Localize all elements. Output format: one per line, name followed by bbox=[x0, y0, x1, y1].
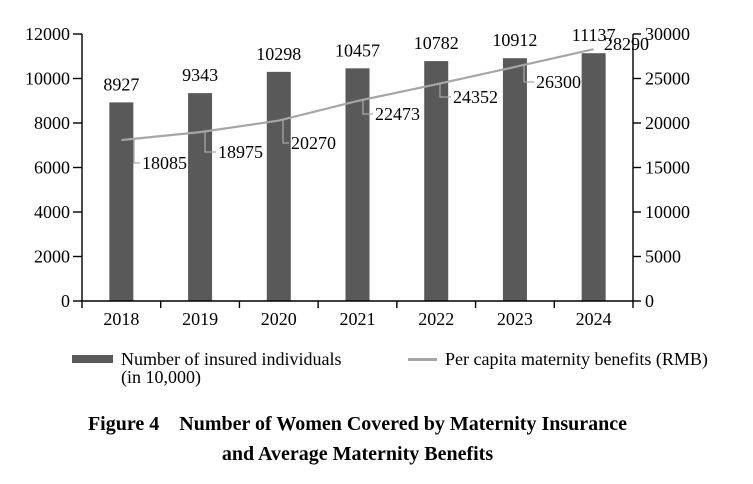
x-axis-label-2019: 2019 bbox=[182, 309, 218, 329]
chart-legend: Number of insured individuals (in 10,000)… bbox=[0, 350, 753, 390]
line-value-label-2021: 22473 bbox=[375, 104, 420, 124]
line-series bbox=[121, 48, 594, 142]
leader-line-2021 bbox=[362, 99, 373, 115]
line-value-label-2023: 26300 bbox=[536, 72, 581, 92]
legend-label-insured-line2: (in 10,000) bbox=[121, 367, 201, 387]
right-axis-tick-label: 15000 bbox=[645, 158, 690, 178]
right-axis-tick-label: 0 bbox=[645, 291, 654, 311]
left-axis-tick-label: 8000 bbox=[34, 113, 70, 133]
bar-value-label-2020: 10298 bbox=[256, 44, 301, 64]
x-axis-label-2021: 2021 bbox=[340, 309, 376, 329]
bar-2021 bbox=[345, 68, 370, 301]
x-axis-label-2022: 2022 bbox=[418, 309, 454, 329]
legend-label-benefits: Per capita maternity benefits (RMB) bbox=[445, 349, 708, 369]
bar-2020 bbox=[266, 71, 291, 301]
bar-value-label-2022: 10782 bbox=[414, 33, 459, 53]
bar-value-label-2019: 9343 bbox=[182, 65, 218, 85]
x-axis-label-2020: 2020 bbox=[261, 309, 297, 329]
right-axis-tick-label: 10000 bbox=[645, 202, 690, 222]
line-series-swatch-icon bbox=[408, 358, 437, 361]
bar-2018 bbox=[109, 102, 134, 301]
line-value-label-2018: 18085 bbox=[142, 153, 187, 173]
line-value-label-2022: 24352 bbox=[453, 87, 498, 107]
bar-value-label-2021: 10457 bbox=[335, 40, 380, 60]
bar-series-swatch-icon bbox=[72, 355, 113, 363]
bar-2022 bbox=[424, 61, 449, 302]
figure-caption-line1: Figure 4 Number of Women Covered by Mater… bbox=[0, 409, 715, 439]
left-axis-tick-label: 0 bbox=[61, 291, 70, 311]
right-axis-tick-label: 5000 bbox=[645, 247, 681, 267]
figure-number: Figure 4 bbox=[87, 413, 160, 435]
left-axis-tick-label: 12000 bbox=[25, 24, 70, 44]
maternity-insurance-combo-chart: 8927 9343 10298 10457 10782 10912 11137 0 2000 40… bbox=[25, 24, 690, 329]
left-axis-tick-label: 10000 bbox=[25, 69, 70, 89]
bar-value-label-2023: 10912 bbox=[492, 30, 537, 50]
leader-line-2020 bbox=[282, 119, 289, 144]
right-axis-tick-label: 25000 bbox=[645, 69, 690, 89]
leader-line-2019 bbox=[204, 131, 216, 153]
bar-value-label-2018: 8927 bbox=[103, 74, 139, 94]
right-axis-tick-label: 20000 bbox=[645, 113, 690, 133]
line-value-label-2019: 18975 bbox=[218, 142, 263, 162]
x-axis-label-2024: 2024 bbox=[576, 309, 612, 329]
bar-2019 bbox=[188, 93, 213, 301]
leader-line-2018 bbox=[133, 138, 140, 164]
bar-value-label-2024: 11137 bbox=[572, 25, 616, 45]
figure-caption-line2: and Average Maternity Benefits bbox=[221, 443, 494, 465]
figure-caption-title-part1: Number of Women Covered by Maternity Ins… bbox=[179, 413, 628, 435]
legend-label-insured: Number of insured individuals (in 10,000) bbox=[121, 350, 341, 386]
line-value-label-2024: 28290 bbox=[604, 34, 649, 54]
left-axis-tick-label: 2000 bbox=[34, 247, 70, 267]
x-axis-label-2018: 2018 bbox=[103, 309, 139, 329]
x-axis-label-2023: 2023 bbox=[497, 309, 533, 329]
figure-caption: Figure 4 Number of Women Covered by Mater… bbox=[0, 409, 715, 469]
left-axis-tick-label: 6000 bbox=[34, 158, 70, 178]
bar-2024 bbox=[581, 53, 606, 301]
left-axis-tick-label: 4000 bbox=[34, 202, 70, 222]
line-value-label-2020: 20270 bbox=[291, 133, 336, 153]
right-axis-tick-label: 30000 bbox=[645, 24, 690, 44]
bar-2023 bbox=[502, 58, 527, 301]
legend-item-benefits: Per capita maternity benefits (RMB) bbox=[408, 350, 708, 368]
leader-line-2022 bbox=[439, 83, 451, 98]
legend-label-insured-line1: Number of insured individuals bbox=[121, 349, 342, 369]
leader-line-2023 bbox=[523, 64, 534, 83]
legend-item-insured: Number of insured individuals (in 10,000) bbox=[72, 350, 341, 386]
